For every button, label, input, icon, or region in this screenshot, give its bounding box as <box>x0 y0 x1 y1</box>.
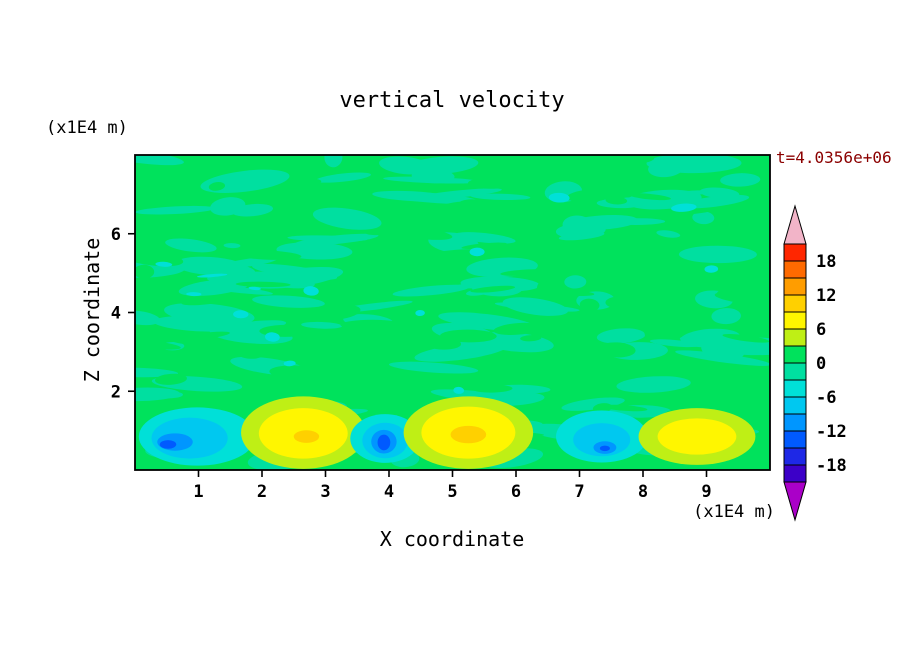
time-annotation: t=4.0356e+06 <box>776 148 892 167</box>
z-axis-unit-label: (x1E4 m) <box>46 118 128 138</box>
colorbar-arrow-down <box>783 481 807 522</box>
tick-label: 2 <box>257 482 267 502</box>
plot-title: vertical velocity <box>339 88 565 113</box>
tick-label: -6 <box>816 388 836 408</box>
tick-label: 18 <box>816 252 836 272</box>
tick-label: 3 <box>320 482 330 502</box>
tick-label: 5 <box>447 482 457 502</box>
tick-label: 1 <box>193 482 203 502</box>
x-axis-unit-label: (x1E4 m) <box>693 502 775 522</box>
tick-label: 4 <box>384 482 394 502</box>
x-axis-title: X coordinate <box>379 527 525 551</box>
tick-label: 0 <box>816 354 826 374</box>
tick-label: 4 <box>111 304 121 324</box>
tick-label: 6 <box>816 320 826 340</box>
x-axis-ticks: 1 2 3 4 5 6 7 8 9 <box>193 470 712 502</box>
colorbar-arrow-up <box>783 204 807 245</box>
tick-label: 8 <box>638 482 648 502</box>
contour-field <box>135 155 770 470</box>
tick-label: 6 <box>111 225 121 245</box>
tick-label: 7 <box>574 482 584 502</box>
tick-label: -18 <box>816 456 847 476</box>
tick-label: 9 <box>701 482 711 502</box>
colorbar: 18 12 6 0 -6 -12 -18 <box>783 204 847 522</box>
tick-label: 2 <box>111 382 121 402</box>
z-axis-title: Z coordinate <box>80 237 104 383</box>
z-axis-ticks: 2 4 6 <box>111 225 135 402</box>
tick-label: 6 <box>511 482 521 502</box>
tick-label: -12 <box>816 422 847 442</box>
tick-label: 12 <box>816 286 836 306</box>
